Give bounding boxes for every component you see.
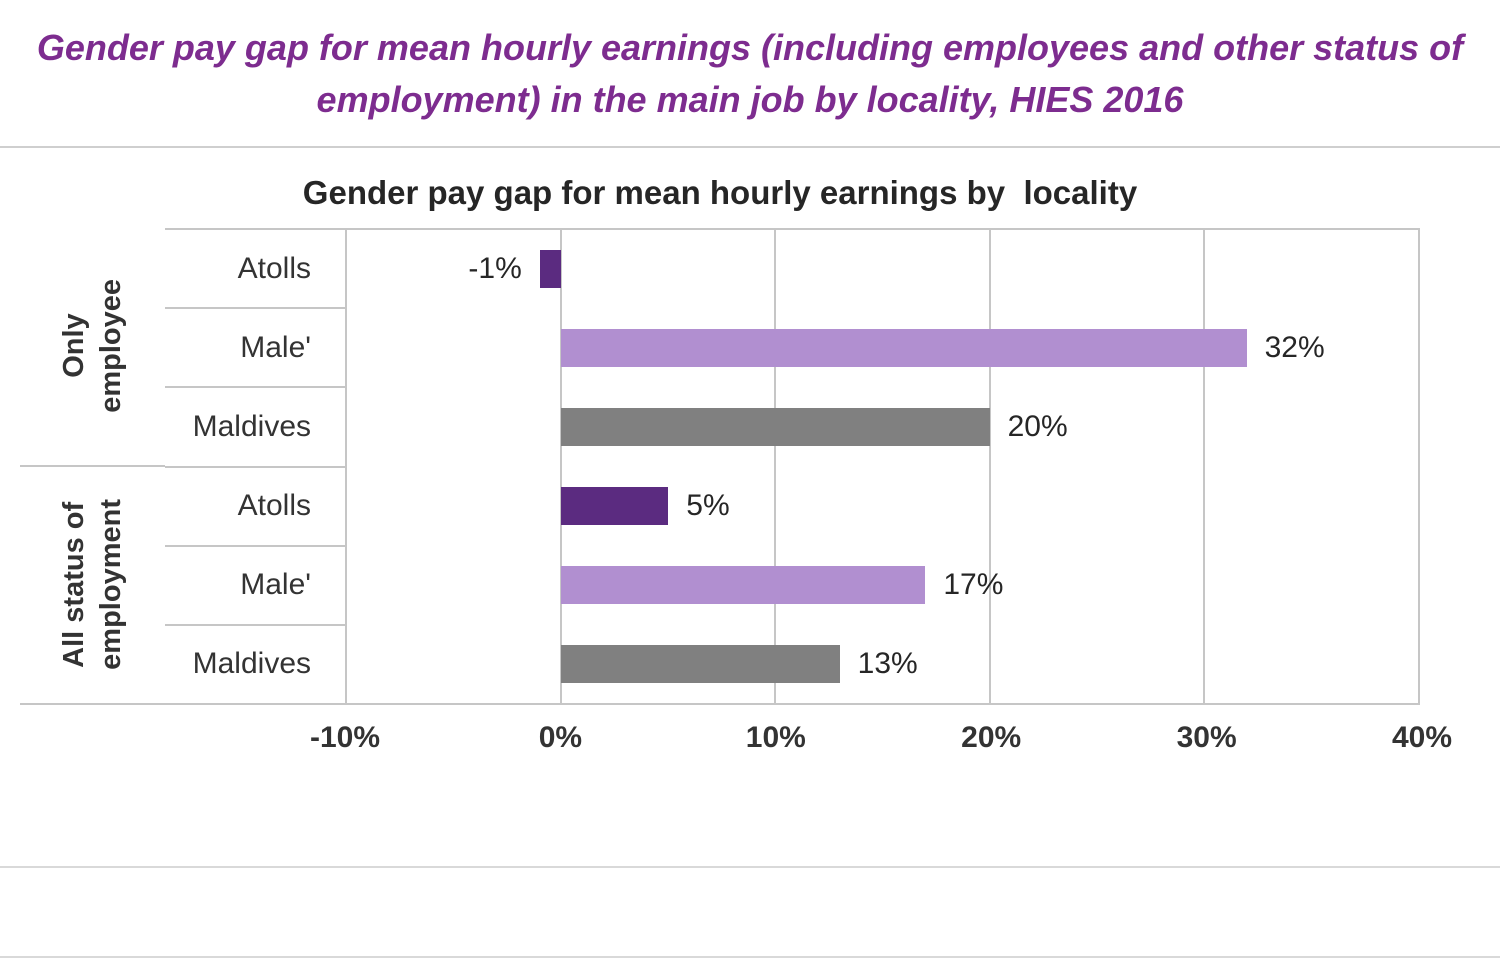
value-label: 20% <box>1007 410 1068 444</box>
header-divider <box>0 146 1500 148</box>
plot-row: 20% <box>347 388 1418 467</box>
plot-row: 17% <box>347 545 1418 624</box>
bar <box>561 329 1247 368</box>
x-tick-label: 40% <box>1391 721 1453 754</box>
category-label: Male' <box>165 309 345 389</box>
group-label: Only employee <box>57 279 127 414</box>
category-label: Maldives <box>192 647 311 681</box>
bar <box>561 408 990 447</box>
x-tick-label: 0% <box>538 721 583 754</box>
category-column: Atolls Male' Maldives Atolls Male' Maldives <box>165 228 345 703</box>
gridline <box>988 230 991 703</box>
category-label: Maldives <box>165 388 345 468</box>
bar <box>561 565 926 604</box>
category-label: Male' <box>165 547 345 626</box>
gridline <box>774 230 777 703</box>
chart-body: Only employee All status of employment At… <box>20 228 1420 705</box>
report-title-line-1: Gender pay gap for mean hourly earnings … <box>36 27 1464 68</box>
plot-row: -1% <box>347 230 1418 309</box>
footer-divider-bottom <box>0 956 1500 958</box>
x-axis: -10% 0% 10% 20% 30% 40% <box>310 705 1452 779</box>
value-label: 32% <box>1264 331 1325 365</box>
bar <box>561 644 840 683</box>
plot-row: 5% <box>347 466 1418 545</box>
report-title-line-2: employment) in the main job by locality,… <box>316 79 1184 120</box>
plot-area: -1% 32% 20% 5% 17% 13% <box>345 228 1420 703</box>
footer-divider-top <box>0 866 1500 868</box>
bar <box>539 250 562 289</box>
category-label: Atolls <box>165 230 345 310</box>
report-header: Gender pay gap for mean hourly earnings … <box>0 0 1500 146</box>
x-tick-label: 30% <box>1176 721 1237 754</box>
plot-row: 13% <box>347 624 1418 703</box>
x-tick-label: -10% <box>309 721 381 754</box>
x-tick-label: 10% <box>745 721 806 754</box>
value-label: 13% <box>857 646 918 680</box>
bar <box>561 486 669 525</box>
x-tick-label: 20% <box>961 721 1022 754</box>
group-column: Only employee All status of employment <box>20 228 165 703</box>
group-cell: Only employee <box>20 228 165 467</box>
plot-row: 32% <box>347 309 1418 388</box>
chart: Gender pay gap for mean hourly earnings … <box>0 174 1500 779</box>
gridline <box>1202 230 1205 703</box>
group-cell: All status of employment <box>20 467 165 704</box>
value-label: -1% <box>468 252 522 286</box>
group-label: All status of employment <box>57 499 127 671</box>
chart-title: Gender pay gap for mean hourly earnings … <box>302 174 1138 211</box>
category-label: Atolls <box>165 468 345 547</box>
gridline <box>560 230 563 703</box>
value-label: 17% <box>943 567 1004 601</box>
value-label: 5% <box>686 488 730 522</box>
